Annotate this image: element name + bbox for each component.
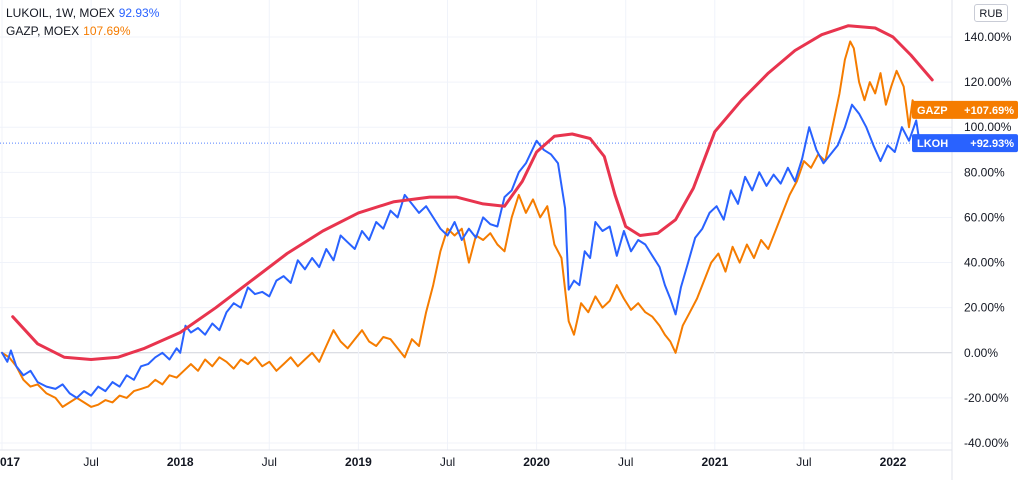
legend-value-gazp: 107.69% [83, 24, 131, 38]
y-tick-label: -40.00% [964, 436, 1009, 450]
series-line-gazp[interactable] [1, 40, 918, 408]
y-tick-label: 100.00% [964, 120, 1012, 134]
last-value-badge-gazp: GAZP +107.69% [912, 100, 1018, 119]
x-tick-label: 2020 [523, 455, 550, 469]
chart-legend: LUKOIL, 1W, MOEX 92.93% GAZP, MOEX 107.69% [6, 4, 159, 40]
x-tick-label: 2018 [167, 455, 194, 469]
x-tick-label: Jul [440, 455, 455, 469]
x-tick-label: 2019 [345, 455, 372, 469]
x-tick-label: 017 [0, 455, 20, 469]
x-tick-label: Jul [618, 455, 633, 469]
legend-label-gazp: GAZP, MOEX [6, 24, 80, 38]
x-tick-label: 2022 [880, 455, 907, 469]
currency-selector[interactable]: RUB [974, 4, 1008, 22]
series-line-lukoil[interactable] [1, 103, 921, 399]
last-value-badge-lkoh: LKOH +92.93% [912, 134, 1018, 153]
grid-layer [0, 0, 952, 450]
badge-bg [912, 134, 1018, 153]
y-tick-label: 60.00% [964, 210, 1005, 224]
y-tick-label: 40.00% [964, 256, 1005, 270]
x-tick-label: Jul [796, 455, 811, 469]
badge-value: +92.93% [970, 138, 1014, 150]
legend-row-gazp[interactable]: GAZP, MOEX 107.69% [6, 22, 159, 40]
y-tick-label: 80.00% [964, 165, 1005, 179]
legend-row-lukoil[interactable]: LUKOIL, 1W, MOEX 92.93% [6, 4, 159, 22]
legend-label-lukoil: LUKOIL, 1W, MOEX [6, 6, 115, 20]
badge-bg [912, 100, 1018, 119]
y-tick-label: 20.00% [964, 301, 1005, 315]
series-layer [1, 24, 934, 408]
y-tick-label: -20.00% [964, 391, 1009, 405]
y-tick-label: 120.00% [964, 75, 1012, 89]
x-tick-label: Jul [262, 455, 277, 469]
badge-ticker: LKOH [917, 138, 948, 150]
y-tick-label: 0.00% [964, 346, 998, 360]
x-tick-label: 2021 [701, 455, 728, 469]
x-tick-label: Jul [83, 455, 98, 469]
badge-value: +107.69% [964, 105, 1014, 117]
badge-ticker: GAZP [917, 105, 948, 117]
badge-layer: GAZP +107.69% LKOH +92.93% [912, 100, 1018, 153]
series-line-trend[interactable] [11, 24, 934, 361]
y-tick-label: 140.00% [964, 30, 1012, 44]
legend-value-lukoil: 92.93% [118, 6, 160, 20]
